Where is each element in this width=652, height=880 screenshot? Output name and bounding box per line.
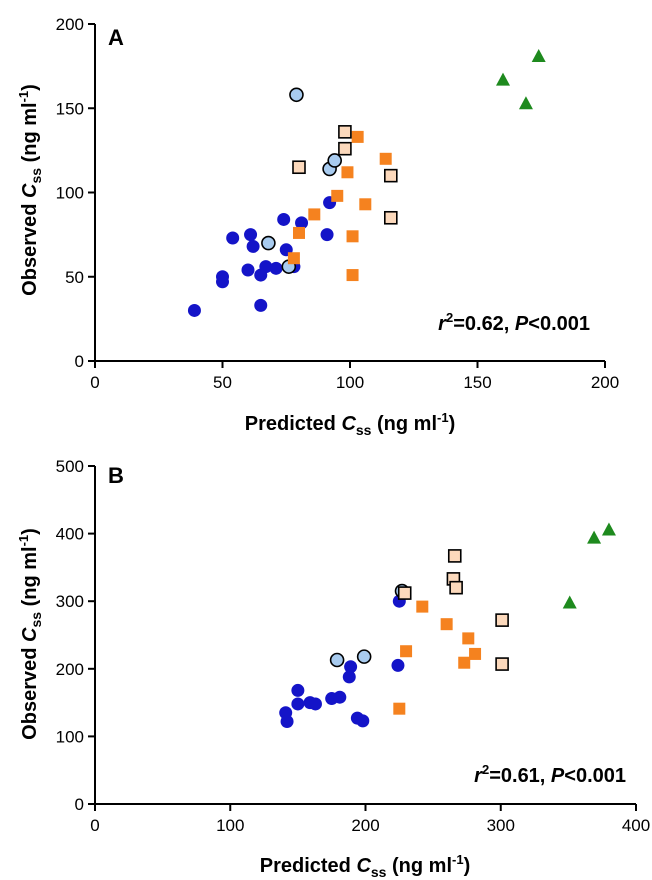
data-point-circle-a xyxy=(320,228,334,242)
data-point-square-a xyxy=(338,125,352,139)
y-tick-label-b: 400 xyxy=(56,525,84,544)
x-tick-label-a: 0 xyxy=(90,373,99,392)
y-axis-title-b: Observed Css (ng ml-1) xyxy=(16,528,44,740)
y-tick-label-a: 50 xyxy=(65,268,84,287)
data-point-square-b xyxy=(400,645,413,658)
data-marks-a xyxy=(187,49,546,317)
data-point-circle-a xyxy=(226,231,240,245)
y-tick-label-b: 300 xyxy=(56,592,84,611)
data-point-square-a xyxy=(379,152,392,165)
x-tick-label-b: 200 xyxy=(351,816,379,835)
data-point-circle-a xyxy=(327,153,343,168)
data-point-square-b xyxy=(449,580,463,595)
x-tick-label-a: 100 xyxy=(336,373,364,392)
panel-label-a: A xyxy=(108,25,124,50)
y-tick-label-b: 200 xyxy=(56,660,84,679)
data-point-square-b xyxy=(458,656,471,669)
data-point-circle-a xyxy=(241,263,255,277)
x-tick-label-b: 300 xyxy=(487,816,515,835)
stat-annotation-a: r2=0.62, P<0.001 xyxy=(438,310,590,335)
data-point-square-b xyxy=(469,647,482,660)
tick-group-a: 0 50 100 150 200 0 50 100 150 200 xyxy=(56,15,620,392)
data-point-square-b xyxy=(447,549,462,563)
y-axis-title-a: Observed Css (ng ml-1) xyxy=(16,84,44,296)
data-point-circle-b xyxy=(291,697,305,711)
data-point-circle-a xyxy=(187,303,201,317)
data-point-triangle-b xyxy=(562,595,577,609)
data-point-circle-a xyxy=(277,212,291,226)
data-point-circle-a xyxy=(259,260,273,274)
data-point-circle-b xyxy=(333,690,347,704)
y-tick-label-b: 0 xyxy=(75,795,84,814)
data-point-circle-a xyxy=(261,235,276,251)
chart-panel-a: A 0 50 100 150 200 0 50 100 150 200 Predicted Css… xyxy=(16,15,619,438)
data-point-square-a xyxy=(293,226,305,239)
x-tick-label-b: 400 xyxy=(622,816,650,835)
data-point-circle-a xyxy=(244,228,258,242)
data-point-square-a xyxy=(341,166,354,179)
y-tick-label-a: 200 xyxy=(56,15,84,34)
data-point-circle-b xyxy=(356,649,372,664)
data-point-circle-a xyxy=(246,239,260,253)
data-point-square-a xyxy=(308,208,321,221)
data-point-triangle-b xyxy=(587,530,602,544)
y-tick-label-a: 0 xyxy=(75,352,84,371)
data-point-square-b xyxy=(495,613,509,627)
y-tick-label-a: 100 xyxy=(56,184,84,203)
data-point-circle-b xyxy=(391,658,405,672)
stat-annotation-b: r2=0.61, P<0.001 xyxy=(474,762,626,787)
panel-label-b: B xyxy=(108,463,124,488)
data-point-circle-b xyxy=(344,660,358,674)
data-point-triangle-b xyxy=(601,522,616,536)
data-point-square-a xyxy=(359,198,372,211)
data-point-square-a xyxy=(331,189,344,202)
data-point-square-b xyxy=(462,632,475,645)
data-point-circle-a xyxy=(254,298,268,312)
y-tick-label-a: 150 xyxy=(56,99,84,118)
x-tick-label-a: 150 xyxy=(463,373,491,392)
chart-panel-b: B 0 100 200 300 400 0 100 200 300 400 500 Predicte… xyxy=(16,457,650,880)
data-point-circle-b xyxy=(329,652,345,668)
data-marks-b xyxy=(279,522,616,729)
data-point-circle-b xyxy=(342,670,356,684)
data-point-square-a xyxy=(346,269,359,282)
data-point-triangle-a xyxy=(496,72,510,86)
x-tick-label-b: 100 xyxy=(216,816,244,835)
data-point-square-a xyxy=(383,210,398,225)
data-point-circle-a xyxy=(289,87,304,103)
data-point-square-a xyxy=(351,130,364,143)
data-point-square-a xyxy=(287,252,300,265)
data-point-square-b xyxy=(393,702,406,715)
data-point-square-a xyxy=(292,160,306,175)
data-point-circle-b xyxy=(308,697,322,711)
data-point-square-a xyxy=(383,168,398,183)
data-point-circle-a xyxy=(269,261,283,275)
data-point-triangle-a xyxy=(531,49,546,63)
data-point-circle-b xyxy=(280,715,294,729)
data-point-square-b xyxy=(495,657,509,671)
x-tick-label-b: 0 xyxy=(90,816,99,835)
data-point-circle-b xyxy=(291,683,305,697)
data-point-square-b xyxy=(397,586,412,600)
y-tick-label-b: 500 xyxy=(56,457,84,476)
x-axis-title-b: Predicted Css (ng ml-1) xyxy=(260,852,471,880)
data-point-circle-b xyxy=(356,714,370,728)
data-point-circle-a xyxy=(216,275,229,289)
data-point-circle-a xyxy=(295,216,309,230)
tick-group-b: 0 100 200 300 400 0 100 200 300 400 500 xyxy=(56,457,651,835)
x-axis-title-a: Predicted Css (ng ml-1) xyxy=(245,410,456,438)
x-tick-label-a: 200 xyxy=(591,373,619,392)
data-point-square-b xyxy=(416,600,429,613)
data-point-triangle-a xyxy=(518,96,533,110)
data-point-square-a xyxy=(346,230,359,243)
y-tick-label-b: 100 xyxy=(56,727,84,746)
data-point-square-b xyxy=(440,618,453,631)
data-point-square-a xyxy=(338,141,352,156)
x-tick-label-a: 50 xyxy=(213,373,232,392)
